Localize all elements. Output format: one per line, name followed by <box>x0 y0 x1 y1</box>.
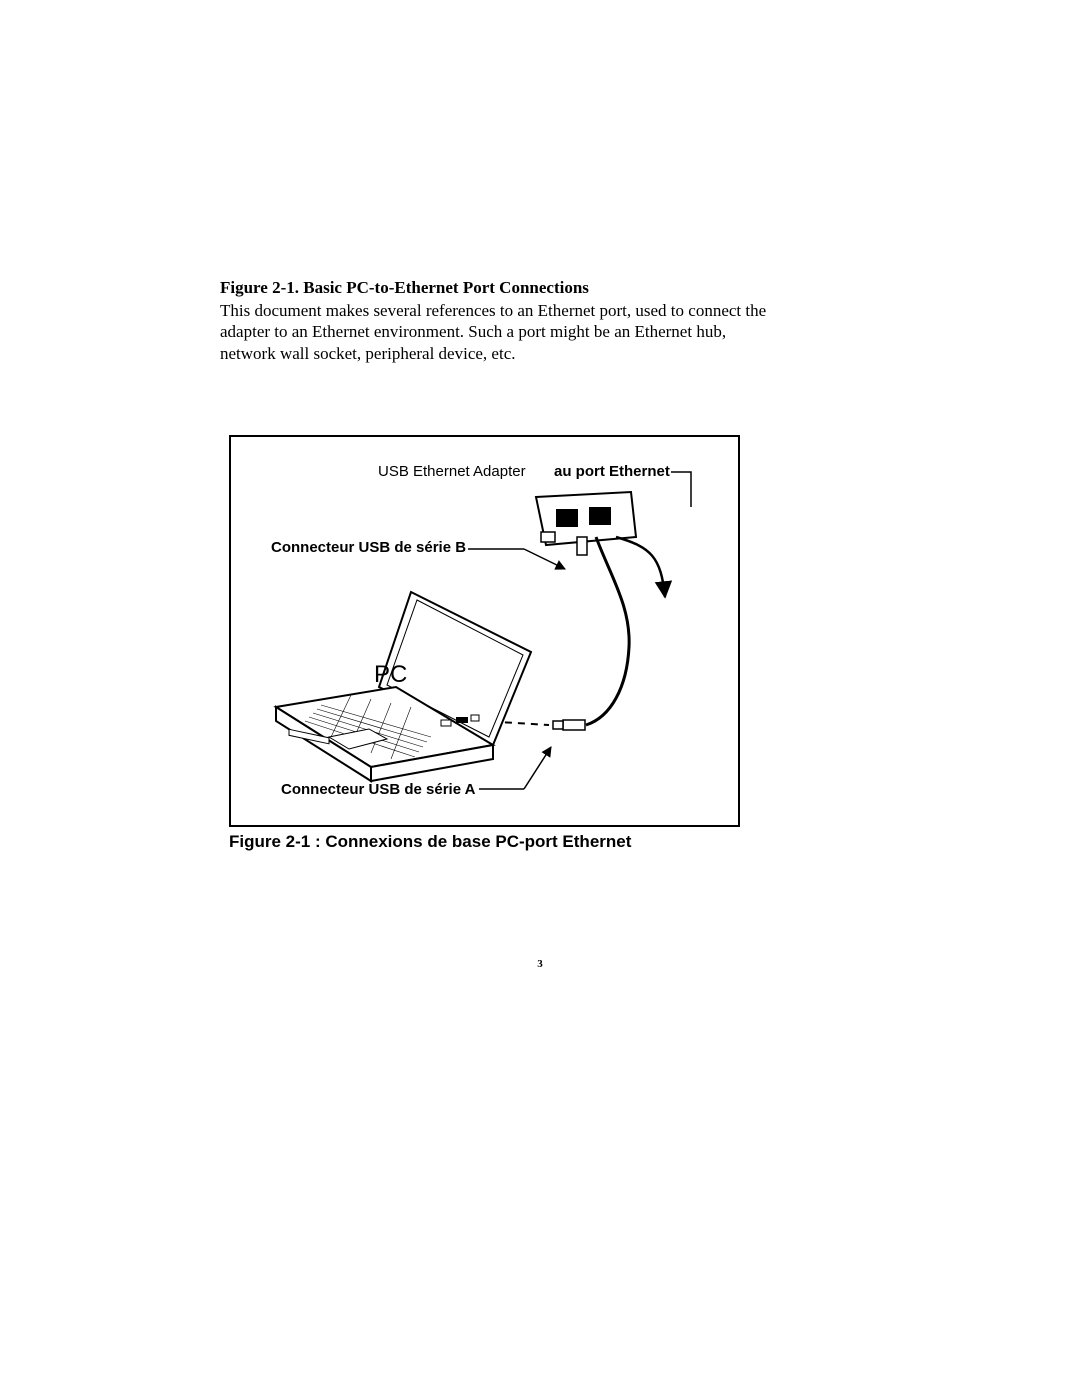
label-adapter: USB Ethernet Adapter <box>378 463 526 480</box>
figure-box: USB Ethernet Adapter au port Ethernet Co… <box>229 435 740 827</box>
usb-a-plug-icon <box>553 720 585 730</box>
page: Figure 2-1. Basic PC-to-Ethernet Port Co… <box>0 0 1080 1397</box>
label-pc: PC <box>374 661 407 689</box>
body-paragraph: This document makes several references t… <box>220 300 785 364</box>
diagram-svg <box>231 437 738 825</box>
page-number: 3 <box>0 958 1080 970</box>
figure-title: Figure 2-1. Basic PC-to-Ethernet Port Co… <box>220 278 785 298</box>
label-usb-b: Connecteur USB de série B <box>271 539 466 556</box>
figure-caption: Figure 2-1 : Connexions de base PC-port … <box>229 832 631 852</box>
label-usb-a: Connecteur USB de série A <box>281 781 476 798</box>
usb-b-plug-icon <box>577 537 587 555</box>
text-block: Figure 2-1. Basic PC-to-Ethernet Port Co… <box>220 278 785 364</box>
label-to-ethernet: au port Ethernet <box>554 463 670 480</box>
